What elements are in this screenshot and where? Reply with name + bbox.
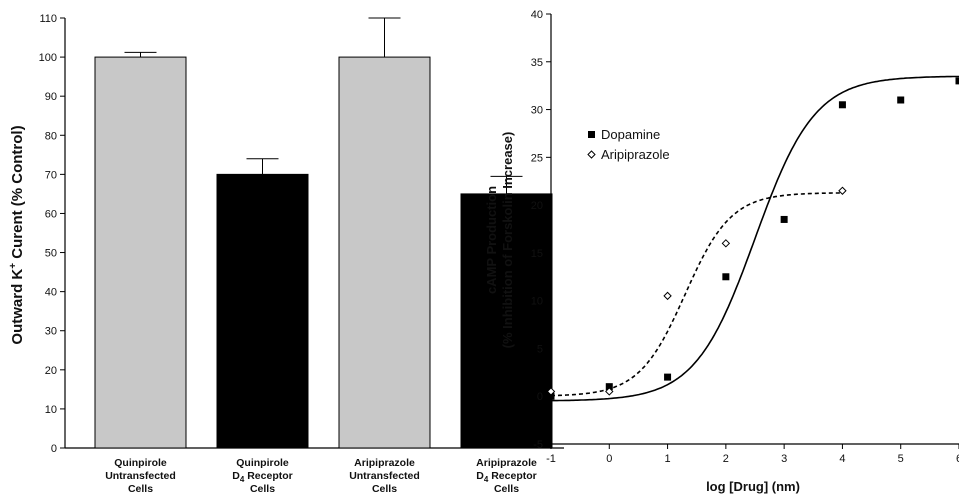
dr-y-tick-label: 0 [537,391,543,403]
dr-x-tick-label: 5 [898,453,904,465]
y-label-text-rest: Curent (% Control) [9,125,26,262]
aripiprazole-point [664,292,671,299]
category-label-line2-text: Untransfected [349,470,420,482]
dose-response-curves [551,77,959,401]
aripiprazole-fit-curve [551,193,842,396]
dopamine-point [839,101,846,108]
dr-y-tick-label: 5 [537,343,543,355]
legend-dopamine-label: Dopamine [601,127,660,142]
category-label-line2-rest: Receptor [488,470,536,482]
dr-y-tick-label: 35 [531,57,543,69]
dr-y-tick-label: 15 [531,248,543,260]
category-label-line2: Untransfected [349,470,420,482]
bar-y-tick-label: 60 [45,208,57,220]
bar-y-tick-label: 30 [45,326,57,338]
dose-response-y-label-line2: (% Inhibition of Forskolin Increase) [500,132,515,349]
category-label-line2: D4 Receptor [232,470,292,484]
dopamine-point [722,273,729,280]
legend-aripiprazole-marker [588,151,595,158]
dr-y-tick-label: 20 [531,200,543,212]
bar-y-tick-label: 80 [45,130,57,142]
y-label-text: Outward K [9,269,26,345]
bar-y-tick-label: 100 [39,52,57,64]
category-label-line2: Untransfected [105,470,176,482]
bar [95,57,186,448]
bar [217,174,308,448]
dr-x-tick-label: 4 [839,453,845,465]
bar-y-tick-label: 50 [45,248,57,260]
dr-x-tick-label: 0 [606,453,612,465]
bar-y-tick-label: 40 [45,287,57,299]
dr-y-tick-label: 30 [531,105,543,117]
dr-y-tick-label: 25 [531,152,543,164]
dose-response-legend: Dopamine Aripiprazole [588,127,670,162]
dr-y-tick-label: -5 [533,439,543,451]
category-label-line1: Quinpirole [236,457,289,469]
dr-y-tick-label: 40 [531,9,543,21]
category-label-line2: D4 Receptor [476,470,536,484]
category-label-line3: Cells [494,483,519,495]
category-label-line1: Aripiprazole [354,457,415,469]
dose-response-x-label: log [Drug] (nm) [706,479,800,494]
category-label-line3: Cells [128,483,153,495]
bar-chart-category-labels: QuinpiroleUntransfectedCellsQuinpiroleD4… [105,457,537,495]
dr-y-tick-label: 10 [531,296,543,308]
dopamine-point [664,374,671,381]
dose-response-points [548,77,959,399]
dopamine-point [956,77,959,84]
category-label-line2-rest: Receptor [244,470,292,482]
aripiprazole-point [839,187,846,194]
bar-y-tick-label: 90 [45,91,57,103]
bar-chart-y-axis-label: Outward K+ Curent (% Control) [8,125,26,344]
legend-aripiprazole-label: Aripiprazole [601,147,670,162]
bar-y-tick-label: 20 [45,365,57,377]
dose-response-y-label-line1: cAMP Production [484,186,499,294]
category-label-line3: Cells [250,483,275,495]
bar-y-tick-label: 70 [45,169,57,181]
category-label-line1: Quinpirole [114,457,167,469]
category-label-line3: Cells [372,483,397,495]
legend-dopamine-marker [588,131,595,138]
category-label-line1: Aripiprazole [476,457,537,469]
bar-y-tick-label: 110 [39,13,57,25]
dr-x-tick-label: 2 [723,453,729,465]
dr-x-tick-label: 1 [665,453,671,465]
dr-x-tick-label: 3 [781,453,787,465]
bar-y-tick-label: 10 [45,404,57,416]
category-label-line2-text: Untransfected [105,470,176,482]
bar-y-tick-label: 0 [51,443,57,455]
dopamine-fit-curve [551,77,959,401]
aripiprazole-point [722,240,729,247]
dopamine-point [897,97,904,104]
dr-x-tick-label: -1 [546,453,556,465]
dopamine-point [781,216,788,223]
bar [339,57,430,448]
